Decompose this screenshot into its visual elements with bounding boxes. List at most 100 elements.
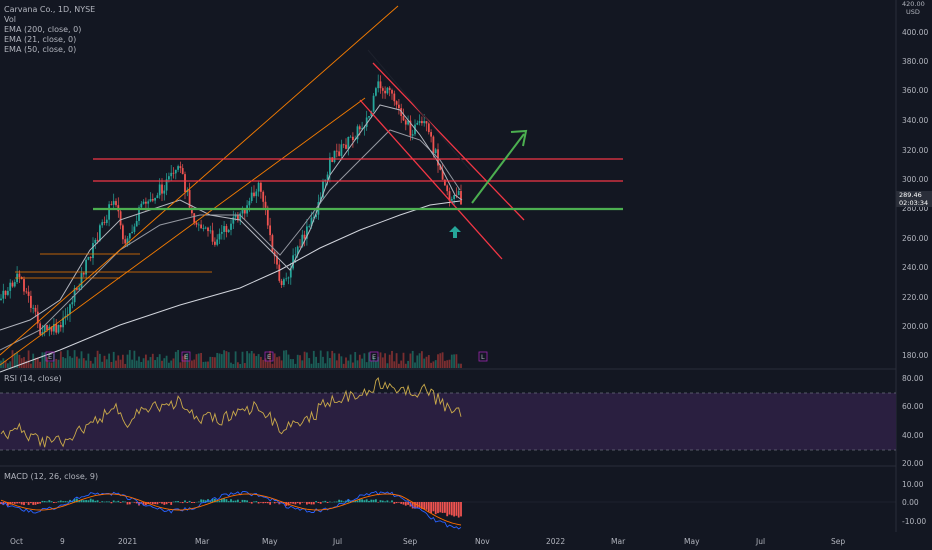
volume-bar — [375, 361, 377, 368]
volume-bar — [181, 356, 184, 368]
candle-body — [87, 256, 90, 260]
volume-bar — [335, 360, 338, 368]
macd-hist-bar — [46, 501, 48, 503]
candle-body — [25, 291, 28, 293]
volume-bar — [101, 361, 104, 368]
macd-hist-bar — [363, 500, 366, 503]
macd-histogram — [0, 498, 462, 518]
macd-hist-bar — [253, 501, 255, 503]
macd-hist-bar — [53, 502, 55, 504]
earnings-marker-label: E — [372, 353, 376, 361]
candle-body — [181, 168, 184, 175]
candle-body — [46, 324, 48, 330]
volume-bar — [423, 358, 426, 368]
candle-body — [384, 90, 386, 94]
candle-body — [448, 191, 451, 201]
candle-body — [170, 172, 173, 177]
macd-hist-bar — [227, 501, 230, 503]
ema50-legend[interactable]: EMA (50, close, 0) — [4, 45, 77, 54]
descending-channel-upper[interactable] — [372, 62, 525, 221]
macd-hist-bar — [156, 502, 159, 505]
volume-bar — [333, 353, 336, 368]
macd-hist-bar — [16, 502, 18, 504]
macd-hist-bar — [250, 502, 253, 504]
time-axis-label: Jul — [333, 537, 343, 546]
candle-body — [89, 256, 92, 259]
macd-hist-bar — [177, 501, 179, 503]
volume-bar — [76, 356, 78, 368]
macd-hist-bar — [2, 502, 5, 506]
ema21-legend[interactable]: EMA (21, close, 0) — [4, 35, 77, 44]
macd-hist-bar — [439, 502, 442, 513]
macd-hist-bar — [204, 500, 207, 503]
candle-body — [36, 311, 39, 324]
volume-bar — [62, 357, 64, 368]
volume-bar — [96, 350, 99, 368]
volume-bar — [361, 358, 363, 368]
volume-bar — [36, 357, 39, 368]
macd-hist-bar — [0, 502, 2, 505]
time-axis-label: Sep — [831, 537, 846, 546]
volume-bar — [448, 359, 451, 368]
macd-hist-bar — [299, 502, 301, 505]
candle-body — [398, 104, 400, 109]
macd-hist-bar — [386, 500, 389, 503]
macd-hist-bar — [306, 502, 308, 505]
volume-bar — [432, 361, 435, 368]
rsi-legend[interactable]: RSI (14, close) — [4, 374, 62, 383]
macd-hist-bar — [25, 502, 28, 503]
earnings-marker — [478, 351, 488, 362]
volume-bar — [124, 363, 127, 368]
macd-hist-bar — [395, 502, 398, 504]
macd-hist-bar — [202, 499, 205, 503]
macd-hist-bar — [365, 499, 368, 503]
volume-bar — [425, 356, 428, 368]
volume-bar — [115, 360, 117, 368]
volume-bar — [358, 354, 361, 368]
symbol-title[interactable]: Carvana Co., 1D, NYSE — [4, 5, 96, 14]
volume-bar — [264, 358, 267, 368]
candle-body — [395, 101, 398, 105]
candle-body — [239, 213, 242, 221]
volume-bar — [262, 359, 265, 368]
macd-hist-bar — [285, 502, 288, 506]
ema200-legend[interactable]: EMA (200, close, 0) — [4, 25, 82, 34]
volume-bar — [414, 362, 416, 368]
volume-legend[interactable]: Vol — [4, 15, 16, 24]
candle-body — [110, 204, 113, 206]
candle-body — [315, 214, 317, 218]
candle-body — [209, 230, 212, 232]
macd-axis-tick: -10.00 — [902, 517, 927, 526]
descending-channel-lower[interactable] — [359, 99, 503, 260]
macd-hist-bar — [158, 502, 161, 503]
volume-bar — [94, 357, 97, 368]
macd-hist-bar — [358, 498, 361, 503]
earnings-markers[interactable]: E E E E L — [45, 351, 488, 362]
macd-hist-bar — [414, 502, 416, 509]
volume-bar — [64, 358, 67, 368]
macd-hist-bar — [188, 500, 191, 503]
candle-body — [430, 132, 432, 137]
candle-body — [379, 81, 382, 89]
macd-hist-bar — [329, 501, 331, 503]
candle-body — [253, 192, 255, 197]
volume-bar — [398, 363, 400, 368]
macd-legend[interactable]: MACD (12, 26, close, 9) — [4, 472, 99, 481]
candle-body — [276, 256, 278, 265]
candle-body — [202, 228, 205, 229]
macd-hist-bar — [78, 500, 81, 503]
volume-bar — [78, 358, 81, 368]
candle-body — [301, 234, 304, 247]
macd-hist-bar — [145, 502, 147, 506]
macd-hist-bar — [13, 502, 16, 504]
candle-body — [409, 120, 412, 136]
macd-hist-bar — [105, 501, 108, 503]
candle-body — [269, 225, 271, 236]
volume-bar — [119, 359, 122, 368]
macd-hist-bar — [80, 499, 83, 503]
volume-bar — [453, 354, 455, 368]
candle-body — [179, 166, 182, 169]
macd-hist-bar — [317, 502, 320, 503]
volume-bar — [57, 359, 60, 368]
